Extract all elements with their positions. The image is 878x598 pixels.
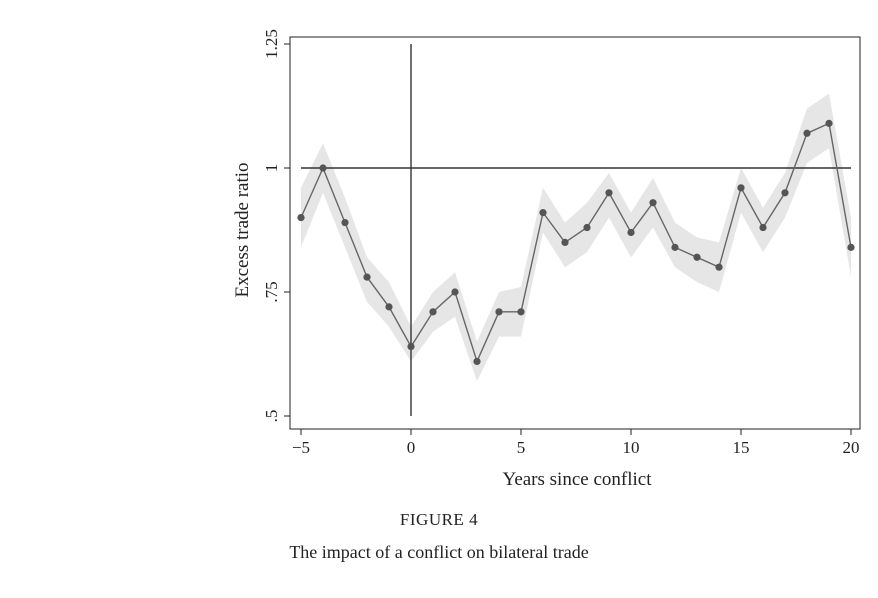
x-tick-label: 0 [407, 438, 416, 457]
y-tick-label: 1.25 [262, 29, 281, 59]
x-tick-label: 10 [623, 438, 640, 457]
series-line [300, 122, 852, 364]
data-point [363, 273, 371, 281]
data-point [825, 119, 833, 127]
figure-number: FIGURE 4 [399, 510, 479, 529]
data-point [385, 303, 393, 311]
data-point [847, 243, 855, 251]
data-point [781, 189, 789, 197]
data-point [627, 228, 635, 237]
data-point [583, 223, 591, 232]
x-axis: −5 0 5 10 15 20 [292, 429, 860, 457]
y-axis: .5 .75 1 1.25 [262, 29, 290, 422]
figure-title: The impact of a conflict on bilateral tr… [289, 542, 589, 562]
series-1 [297, 119, 855, 366]
x-tick-label: 5 [517, 438, 526, 457]
data-point [495, 308, 503, 316]
x-tick-label: 15 [733, 438, 750, 457]
data-point [319, 164, 327, 172]
data-point [715, 263, 723, 271]
y-tick-label: 1 [262, 164, 281, 173]
x-axis-title: Years since conflict [503, 469, 653, 490]
data-point [297, 214, 305, 222]
data-point [517, 308, 525, 316]
data-point [803, 129, 811, 137]
data-point [407, 342, 415, 351]
confidence-band [301, 93, 851, 382]
data-point [737, 184, 745, 192]
data-point [671, 243, 679, 251]
x-tick-label: −5 [292, 438, 310, 457]
y-tick-label: .5 [262, 410, 281, 423]
data-point [561, 238, 569, 246]
y-tick-label: .75 [262, 281, 281, 302]
y-axis-title: Excess trade ratio [232, 162, 253, 297]
data-point [759, 223, 767, 232]
x-tick-label: 20 [843, 438, 860, 457]
plot-frame [289, 36, 861, 430]
data-point [473, 357, 481, 366]
data-point [341, 218, 349, 227]
figure-caption: FIGURE 4 The impact of a conflict on bil… [0, 510, 878, 563]
data-point [605, 189, 613, 197]
data-point [649, 199, 657, 207]
data-point [451, 288, 459, 296]
line-chart: −5 0 5 10 15 20 .5 .75 1 1.25 Years since confli… [232, 29, 861, 490]
data-point [693, 253, 701, 261]
data-point [429, 308, 437, 316]
data-point [539, 209, 547, 217]
plot-area [289, 36, 861, 430]
